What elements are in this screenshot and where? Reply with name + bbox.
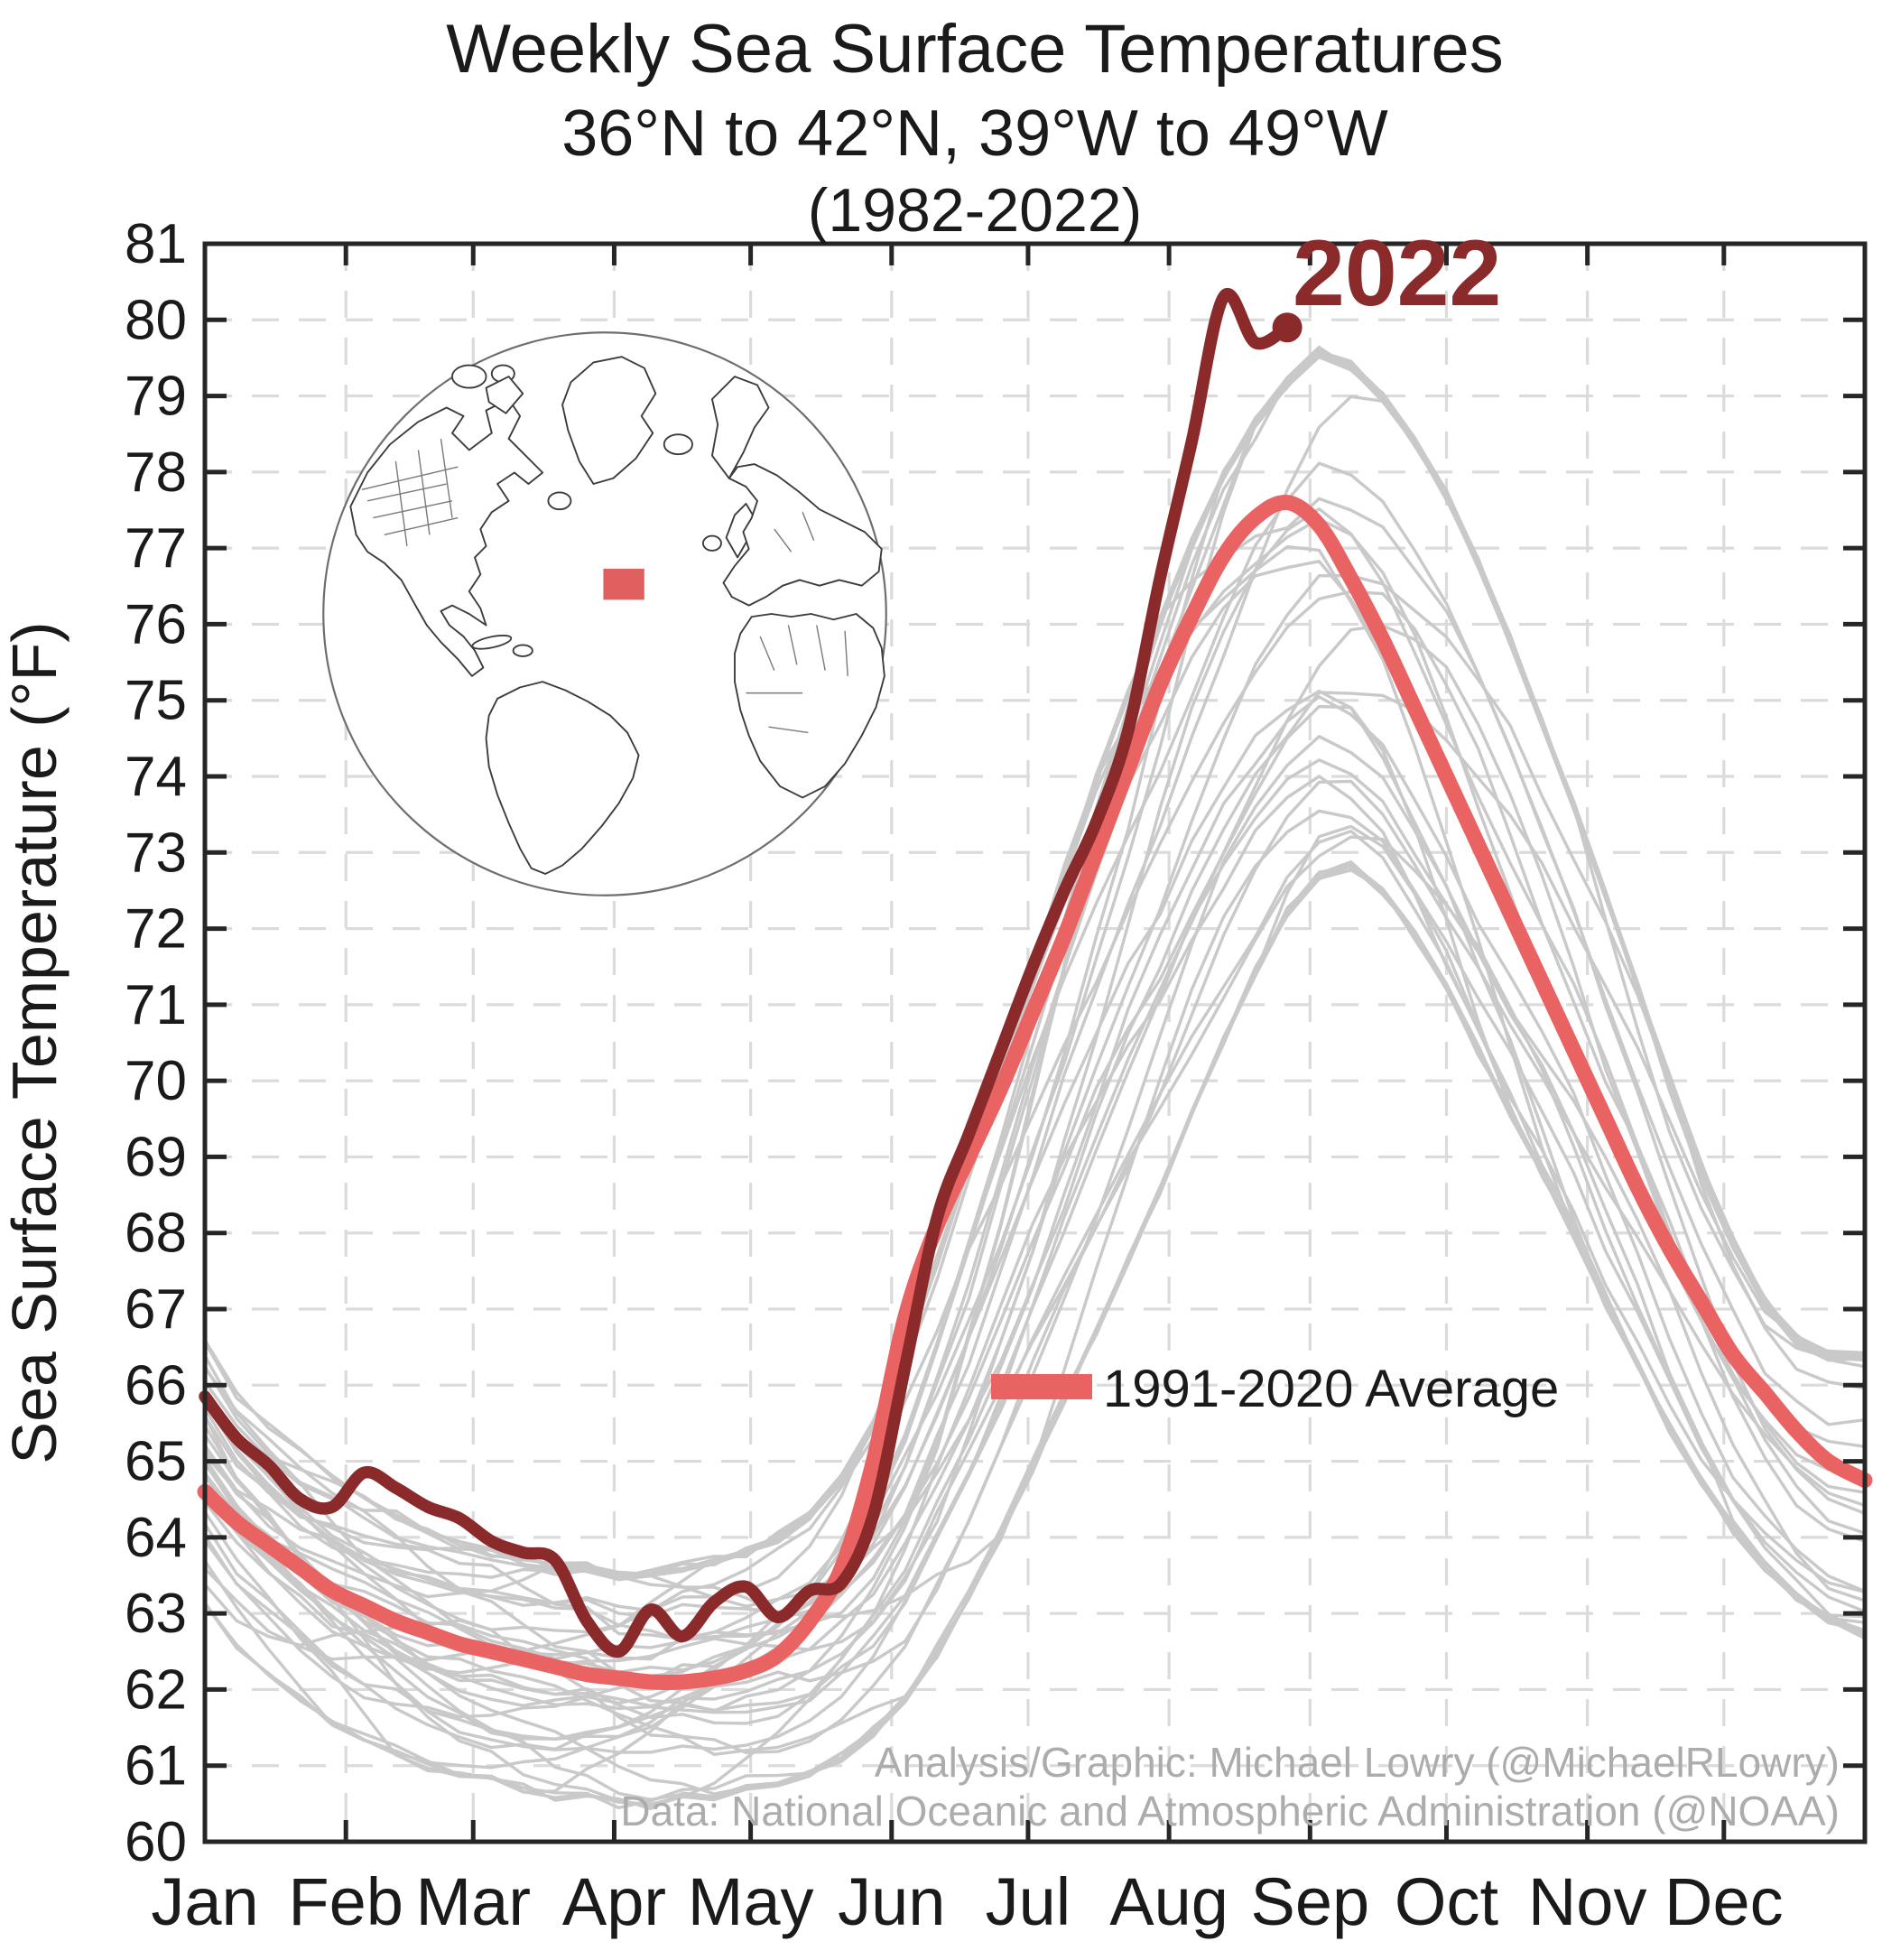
globe-hispaniola: [512, 644, 533, 657]
y-axis-title: Sea Surface Temperature (°F): [0, 621, 70, 1463]
globe-newfoundland: [547, 491, 572, 511]
x-tick-label: Sep: [1250, 1864, 1369, 1939]
credit-line-2: Data: National Oceanic and Atmospheric A…: [620, 1788, 1840, 1835]
x-tick-label: Jan: [151, 1864, 258, 1939]
x-tick-label: May: [688, 1864, 814, 1939]
year-line: [203, 830, 1866, 1754]
x-tick-label: Dec: [1664, 1864, 1784, 1939]
y-tick-label: 63: [125, 1583, 187, 1645]
average-series-path: [197, 495, 1873, 1691]
y-tick-label: 67: [125, 1278, 187, 1341]
legend-swatch: [991, 1374, 1092, 1399]
y-tick-label: 65: [125, 1431, 187, 1493]
y-tick-label: 79: [125, 366, 187, 428]
y-tick-label: 68: [125, 1203, 187, 1265]
globe-ireland: [701, 534, 722, 552]
y-tick-label: 71: [125, 974, 187, 1036]
x-tick-label: Oct: [1395, 1864, 1499, 1939]
page-title-line1: Weekly Sea Surface Temperatures: [446, 11, 1504, 88]
axes: [202, 241, 1868, 1844]
x-tick-label: Feb: [288, 1864, 403, 1939]
y-tick-label: 70: [125, 1050, 187, 1112]
globe-europe: [722, 463, 883, 607]
y-tick-label: 61: [125, 1735, 187, 1797]
credit-line-1: Analysis/Graphic: Michael Lowry (@Michae…: [875, 1739, 1840, 1786]
y-tick-label: 73: [125, 822, 187, 884]
series-2022-path: [199, 288, 1293, 1658]
globe-interior-borders: [361, 438, 848, 734]
globe-iceland: [663, 433, 693, 456]
year-line: [203, 590, 1866, 1675]
line-2022: [199, 288, 1303, 1658]
globe-cuba: [471, 634, 513, 650]
x-tick-label: Jun: [838, 1864, 945, 1939]
globe-north-america: [349, 398, 544, 677]
x-tick-label: Aug: [1109, 1864, 1228, 1939]
year-line: [203, 860, 1866, 1808]
y-tick-label: 75: [125, 670, 187, 732]
globe-arctic-island: [451, 364, 487, 389]
globe-south-america: [485, 681, 640, 875]
y-tick-label: 78: [125, 441, 187, 504]
year-line: [203, 624, 1866, 1751]
x-tick-label: Jul: [986, 1864, 1071, 1939]
page-title-line2: 36°N to 42°N, 39°W to 49°W: [561, 98, 1388, 170]
series-2022-end-dot: [1272, 312, 1303, 343]
legend: 1991-2020 Average: [991, 1360, 1559, 1418]
y-tick-label: 64: [125, 1507, 187, 1569]
globe-inset: [322, 331, 887, 896]
x-tick-label: Mar: [416, 1864, 531, 1939]
y-tick-label: 69: [125, 1126, 187, 1188]
legend-label: 1991-2020 Average: [1103, 1360, 1559, 1418]
year-line: [203, 695, 1866, 1725]
y-tick-label: 72: [125, 898, 187, 961]
globe-baffin-island: [485, 376, 524, 414]
axis-tick-labels: 60 61 62 63 64 65 66 67 68 69 70 71 72 73 74 75 76 77 78 79…: [125, 213, 1784, 1939]
y-tick-label: 60: [125, 1811, 187, 1873]
x-tick-label: Nov: [1528, 1864, 1647, 1939]
globe-greenland: [561, 356, 657, 485]
y-tick-label: 81: [125, 213, 187, 275]
year-line: [203, 461, 1866, 1741]
year-line: [203, 835, 1866, 1770]
average-line: [197, 495, 1873, 1691]
y-tick-label: 76: [125, 593, 187, 655]
study-region-marker: [603, 568, 644, 600]
globe-scandinavia: [711, 376, 770, 479]
y-tick-label: 77: [125, 517, 187, 580]
y-tick-label: 66: [125, 1354, 187, 1417]
x-tick-label: Apr: [562, 1864, 666, 1939]
axis-box: [202, 241, 1868, 1844]
annotation-2022-label: 2022: [1293, 221, 1501, 326]
page-title-line3: (1982-2022): [808, 176, 1142, 245]
y-tick-label: 80: [125, 289, 187, 351]
y-tick-label: 74: [125, 746, 187, 808]
y-tick-label: 62: [125, 1658, 187, 1721]
year-line: [203, 574, 1866, 1667]
